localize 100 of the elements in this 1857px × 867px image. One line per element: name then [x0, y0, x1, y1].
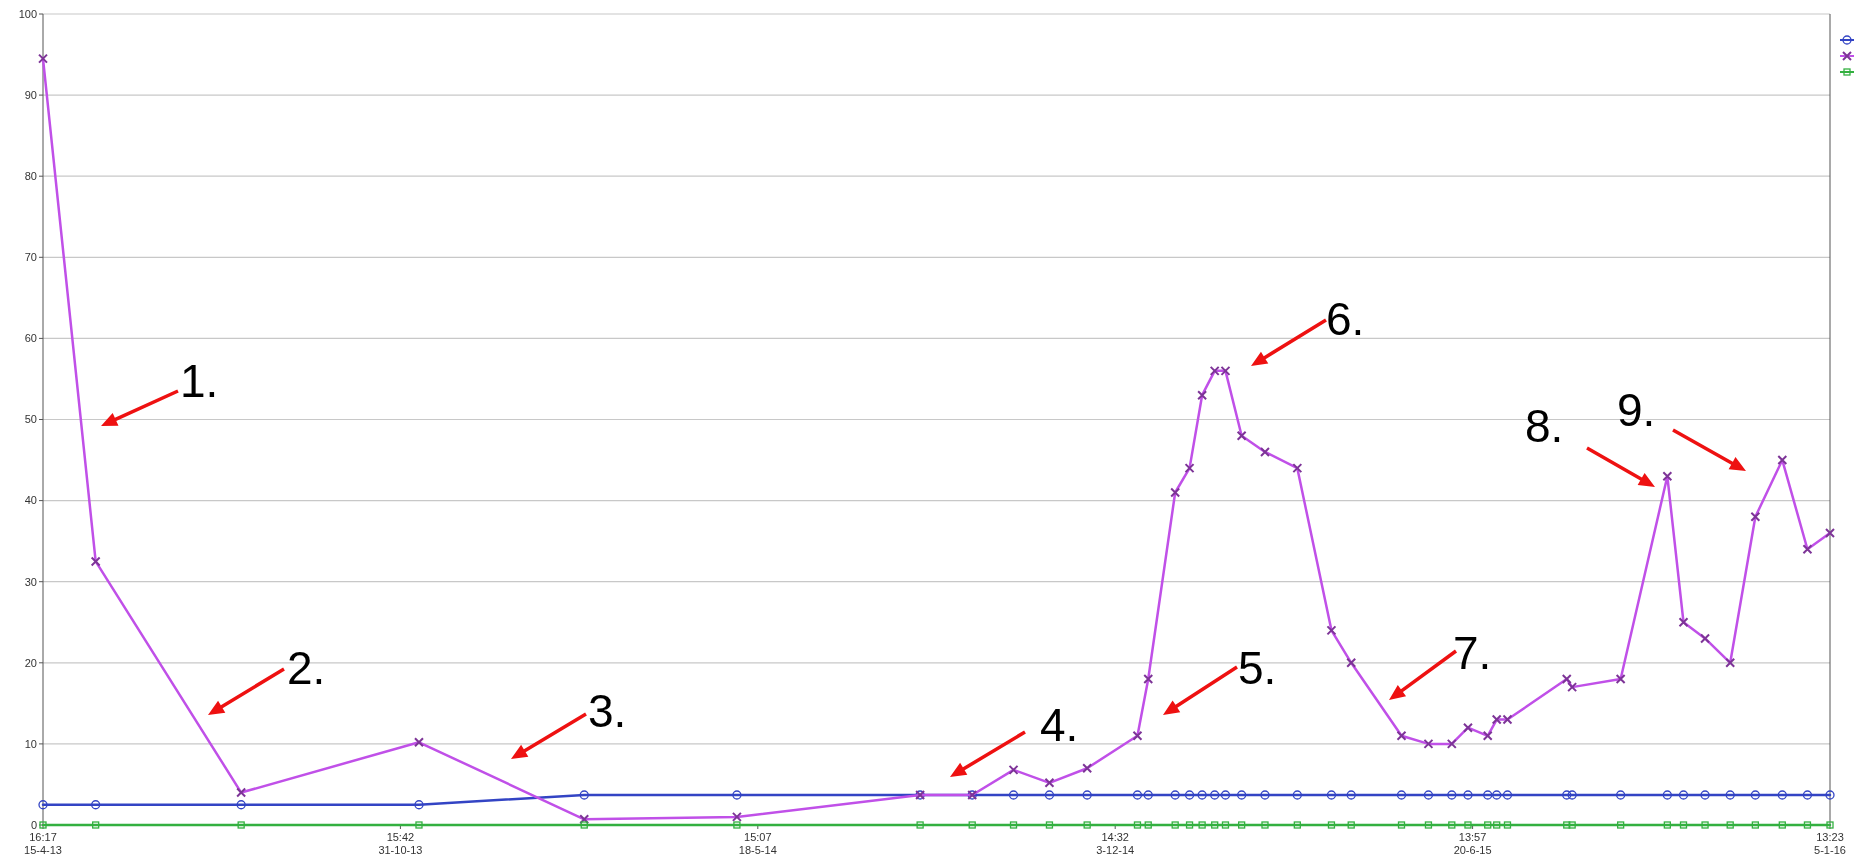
point — [579, 790, 589, 800]
point — [1260, 790, 1270, 800]
point — [92, 821, 100, 829]
point — [1171, 821, 1179, 829]
point — [1045, 821, 1054, 829]
point — [1778, 821, 1786, 829]
point — [1616, 821, 1625, 829]
y-tick-label: 30 — [24, 575, 37, 588]
x-tick-label: 15:07 18-5-14 — [738, 831, 777, 856]
y-tick-label: 50 — [24, 413, 37, 426]
point — [1423, 790, 1434, 800]
point — [1567, 790, 1577, 800]
point — [1700, 790, 1710, 800]
point — [1447, 790, 1457, 800]
point — [1750, 790, 1760, 800]
x-tick-label: 16:17 15-4-13 — [24, 831, 62, 856]
point — [1493, 821, 1501, 829]
point — [1293, 821, 1301, 829]
point — [1502, 790, 1513, 800]
point — [1424, 821, 1433, 829]
point — [1347, 821, 1355, 829]
x-tick-label: 13:57 20-6-15 — [1453, 831, 1492, 856]
annotation: 5. — [1238, 642, 1277, 694]
point — [1484, 821, 1492, 829]
point — [1292, 790, 1302, 800]
point — [237, 821, 245, 829]
point — [1083, 821, 1091, 829]
y-tick-label: 0 — [30, 818, 37, 831]
point — [1261, 821, 1269, 829]
point — [1326, 790, 1337, 800]
point — [732, 790, 742, 800]
point — [236, 800, 246, 810]
y-tick-label: 40 — [24, 494, 37, 507]
point — [1008, 790, 1019, 800]
annotation: 4. — [1040, 699, 1079, 751]
point — [1663, 821, 1671, 829]
point — [1346, 790, 1356, 800]
point — [1825, 790, 1835, 800]
y-tick-label: 100 — [18, 7, 37, 20]
point — [1144, 821, 1152, 829]
point — [1701, 821, 1709, 829]
point — [580, 821, 588, 829]
x-tick-label: 13:23 5-1-16 — [1814, 831, 1846, 856]
point — [1725, 790, 1735, 800]
annotation: 9. — [1617, 384, 1656, 436]
point — [91, 800, 101, 810]
y-tick-label: 10 — [24, 737, 37, 750]
point — [1615, 790, 1626, 800]
point — [1397, 821, 1406, 829]
point — [1237, 821, 1246, 829]
point — [1463, 790, 1473, 800]
point — [1678, 790, 1689, 800]
point — [1184, 790, 1195, 800]
y-tick-label: 80 — [24, 170, 37, 183]
point — [1197, 790, 1207, 800]
point — [1210, 790, 1220, 800]
point — [1185, 821, 1194, 829]
point — [1327, 821, 1336, 829]
x-tick-label: 14:32 3-12-14 — [1096, 831, 1135, 856]
annotation: 3. — [588, 685, 627, 737]
annotation: 6. — [1326, 293, 1365, 345]
point — [1221, 821, 1230, 829]
point — [414, 800, 424, 810]
point — [916, 821, 924, 829]
point — [1448, 821, 1456, 829]
annotation: 7. — [1453, 627, 1492, 679]
point — [1679, 821, 1688, 829]
x-tick-label: 15:42 31-10-13 — [378, 831, 423, 856]
annotation: 2. — [287, 642, 326, 694]
point — [1803, 821, 1812, 829]
point — [1563, 821, 1571, 829]
y-tick-label: 70 — [24, 251, 37, 264]
point — [1009, 821, 1018, 829]
point — [1492, 790, 1502, 800]
point — [1483, 790, 1493, 800]
point — [1662, 790, 1672, 800]
point — [1562, 790, 1572, 800]
point — [1236, 790, 1247, 800]
annotation: 1. — [180, 355, 219, 407]
y-tick-label: 20 — [24, 656, 37, 669]
point — [38, 800, 48, 810]
point — [733, 821, 741, 829]
point — [1464, 821, 1472, 829]
point — [1170, 790, 1180, 800]
point — [1143, 790, 1153, 800]
point — [1211, 821, 1219, 829]
point — [1220, 790, 1231, 800]
point — [1802, 790, 1813, 800]
point — [1726, 821, 1734, 829]
point — [968, 821, 976, 829]
point — [1751, 821, 1759, 829]
point — [1082, 790, 1092, 800]
point — [415, 821, 423, 829]
annotation: 8. — [1525, 400, 1564, 452]
point — [1132, 790, 1143, 800]
point — [1044, 790, 1055, 800]
y-tick-label: 90 — [24, 88, 37, 101]
point — [1777, 790, 1787, 800]
point — [1503, 821, 1512, 829]
point — [1133, 821, 1142, 829]
